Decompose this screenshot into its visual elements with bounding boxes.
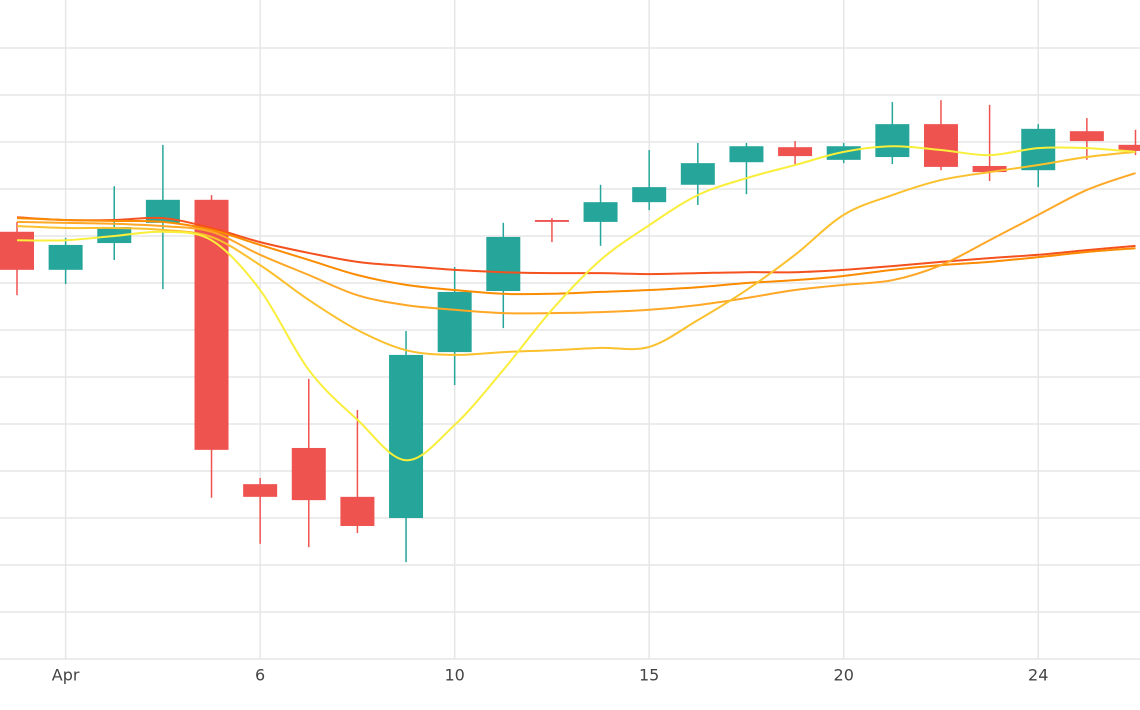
candle-body: [972, 165, 1007, 173]
candle-body: [583, 202, 618, 222]
x-tick-label: 15: [639, 666, 659, 685]
candle-body: [923, 124, 958, 167]
candle-body: [680, 163, 715, 185]
candle-body: [340, 496, 375, 526]
moving-average-line: [16, 216, 1136, 276]
candle-body: [1118, 144, 1140, 151]
x-tick-label: 10: [444, 666, 464, 685]
candle-body: [437, 291, 472, 353]
candle-body: [486, 236, 521, 291]
candle-body: [48, 244, 83, 270]
candle-body: [0, 231, 34, 270]
candle-body: [778, 147, 813, 157]
candle-body: [729, 146, 764, 163]
moving-average-line: [16, 145, 1136, 462]
x-tick-label: 20: [834, 666, 854, 685]
moving-average-line: [16, 150, 1136, 356]
candle-body: [243, 484, 278, 497]
moving-average-line: [16, 172, 1136, 315]
candle-body: [389, 354, 424, 518]
candle-body: [632, 187, 667, 203]
candle-body: [875, 124, 910, 158]
moving-average-line: [16, 217, 1136, 296]
candle-body: [291, 447, 326, 501]
candle-body: [826, 146, 861, 160]
candle-body: [1069, 131, 1104, 142]
candle-body: [534, 220, 569, 222]
x-tick-label: 24: [1028, 666, 1048, 685]
x-tick-label: Apr: [52, 666, 80, 685]
x-tick-label: 6: [255, 666, 265, 685]
